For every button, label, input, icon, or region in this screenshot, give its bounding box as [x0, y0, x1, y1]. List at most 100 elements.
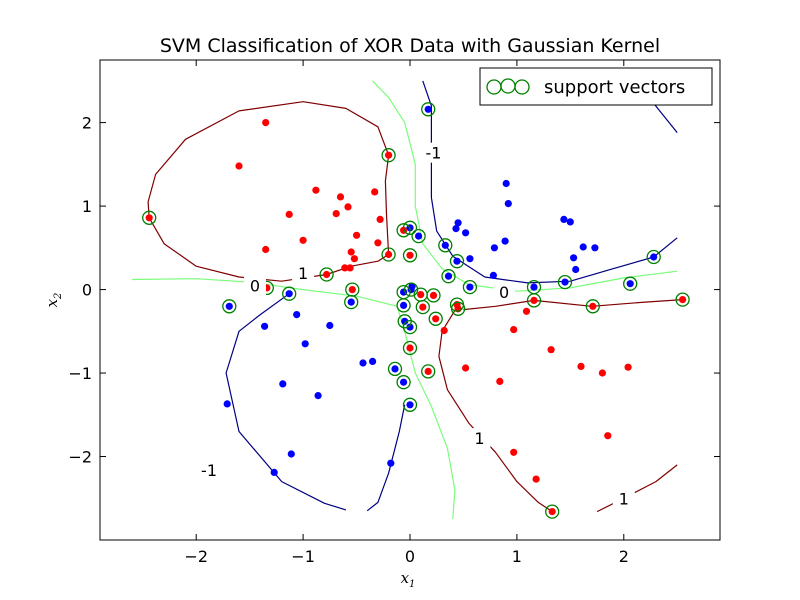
point-class-pos [440, 326, 448, 335]
support-vector-marker [421, 102, 436, 117]
contour-label-bg [468, 428, 491, 449]
support-vector-marker [402, 397, 418, 412]
support-vector-marker [415, 299, 430, 315]
support-vector-marker [585, 299, 600, 314]
point-class-pos [604, 432, 612, 440]
point-class-pos [548, 508, 556, 516]
x-tick-label: 2 [619, 547, 629, 566]
support-vector-marker [396, 223, 411, 238]
point-class-neg [287, 450, 295, 458]
point-class-pos [419, 303, 427, 311]
point-class-neg [650, 253, 658, 261]
point-class-neg [453, 257, 461, 265]
point-class-pos [376, 215, 384, 223]
point-class-neg [223, 400, 231, 408]
contour-line-0 [372, 80, 470, 286]
point-class-pos [547, 346, 555, 354]
point-class-neg [489, 271, 497, 279]
contour-label-bg [244, 275, 266, 296]
point-class-neg [406, 401, 414, 409]
point-class-pos [424, 367, 432, 375]
x-axis-ticks: −2 −1 0 1 2 [184, 60, 629, 566]
x-axis-label-sub: 1 [409, 579, 415, 590]
point-class-pos [577, 362, 585, 370]
x-tick-label: −2 [184, 547, 208, 566]
point-class-neg [400, 301, 408, 309]
point-class-neg [490, 244, 498, 252]
point-class-neg [466, 283, 474, 291]
point-class-neg [424, 105, 432, 113]
x-tick-label: 0 [405, 547, 415, 566]
point-class-pos [429, 291, 438, 299]
point-class-neg [369, 357, 377, 365]
contour-label-bg [198, 459, 221, 480]
contour-label: 1 [474, 429, 484, 448]
support-vector-marker [381, 148, 396, 163]
support-vector-marker [387, 361, 403, 377]
point-class-pos [312, 186, 320, 194]
support-vector-marker [450, 301, 466, 316]
point-class-neg [502, 179, 510, 188]
contour-label: -1 [426, 144, 442, 163]
point-class-neg [270, 468, 278, 476]
point-class-pos [341, 264, 349, 272]
support-vector-marker [438, 238, 453, 253]
support-vector-marker [402, 220, 418, 235]
point-class-neg [401, 317, 409, 325]
point-class-pos [522, 307, 531, 315]
point-class-neg [570, 254, 578, 262]
y-tick-label: 1 [82, 197, 92, 216]
point-class-neg [391, 365, 399, 373]
point-class-neg [347, 298, 355, 306]
point-class-pos [462, 364, 470, 372]
support-vector-marker [557, 274, 573, 290]
y-tick-label: −1 [68, 364, 92, 383]
y-axis-label-main: x [43, 298, 61, 307]
point-class-pos [374, 239, 382, 247]
point-class-neg [591, 244, 599, 252]
y-axis-ticks: −2 −1 0 1 2 [68, 114, 720, 467]
point-class-pos [679, 296, 687, 304]
contour-label: 1 [619, 489, 629, 508]
point-class-neg [441, 241, 449, 249]
point-class-pos [371, 188, 379, 196]
point-class-neg [314, 392, 322, 400]
point-class-pos [530, 296, 538, 304]
point-class-neg [285, 290, 293, 298]
point-class-neg [560, 215, 568, 223]
support-vector-marker [402, 319, 418, 335]
point-class-neg [301, 340, 309, 348]
point-class-neg [462, 229, 470, 237]
contour-label-bg [292, 262, 315, 283]
contour-line-1 [596, 464, 678, 513]
point-class-pos [589, 302, 597, 310]
point-class-neg [225, 302, 233, 310]
contour-labels: 1 1 1 0 0 -1 -1 [198, 142, 635, 509]
point-class-pos [262, 245, 270, 254]
point-class-pos [406, 251, 414, 259]
point-class-pos [432, 315, 440, 323]
point-class-neg [400, 378, 408, 386]
support-vector-marker [421, 364, 436, 379]
support-vector-marker [402, 248, 418, 263]
point-class-pos [510, 448, 518, 456]
point-class-pos [262, 119, 270, 127]
y-tick-label: 0 [82, 281, 92, 300]
point-class-pos [336, 193, 345, 201]
point-class-neg [406, 323, 414, 331]
point-class-neg [501, 237, 509, 245]
y-tick-label: −2 [68, 448, 92, 467]
point-class-neg [452, 225, 460, 233]
support-vector-marker [142, 210, 157, 225]
point-class-neg [579, 243, 587, 251]
point-class-neg [293, 311, 301, 319]
support-vector-marker [675, 292, 690, 307]
support-vector-marker [396, 375, 411, 390]
contour-label-bg [612, 488, 635, 509]
point-class-pos [353, 231, 361, 239]
point-class-pos [598, 369, 607, 377]
point-class-pos [385, 250, 393, 259]
y-tick-label: 2 [82, 114, 92, 133]
point-class-neg [530, 283, 538, 291]
